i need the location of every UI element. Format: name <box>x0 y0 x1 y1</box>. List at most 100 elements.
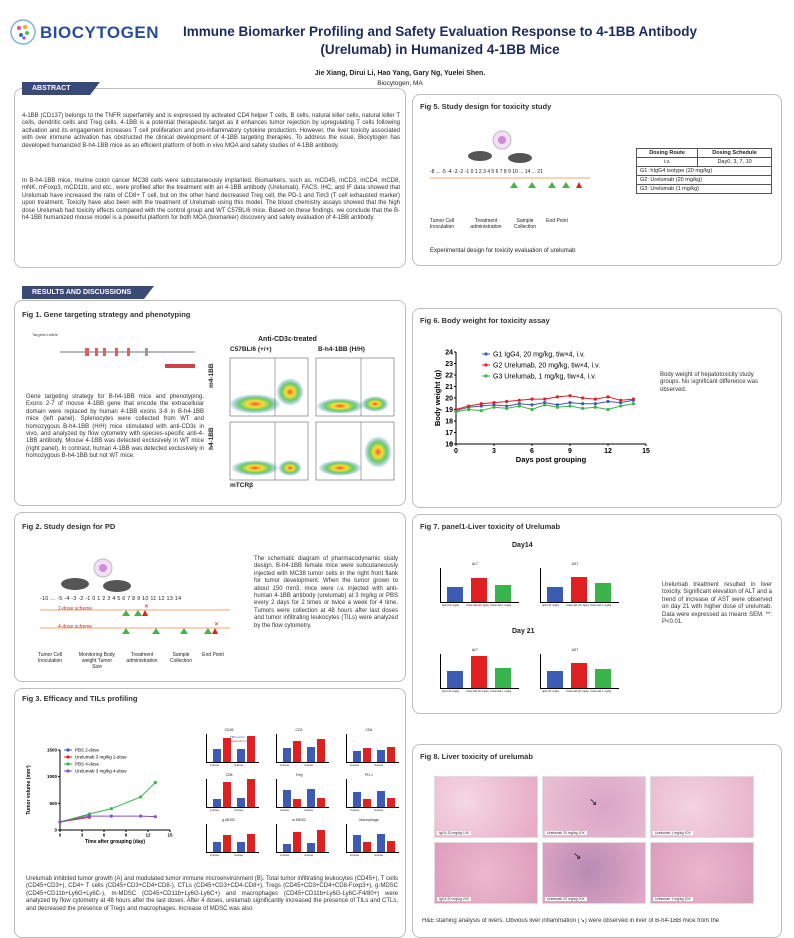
x-tick-label: 15 <box>642 448 650 455</box>
til-bar-panel: CD8 2-dose 4-dose <box>196 773 262 815</box>
abstract-para1: 4-1BB (CD137) belongs to the TNFR superf… <box>22 113 400 149</box>
liver-bar <box>447 586 463 602</box>
til-bar-title: CD45 <box>224 728 234 732</box>
x-tick-label: 12 <box>604 448 612 455</box>
data-point <box>593 405 597 409</box>
legend-marker <box>484 352 488 356</box>
til-bar-axes <box>346 824 399 853</box>
y-tick-label: 22 <box>445 372 453 379</box>
tils-bar-grid: CD45 2-dose 4-dose PBS control Urelumab 3 mg… <box>196 728 406 862</box>
data-point <box>543 397 547 401</box>
til-bar-axes <box>276 734 329 763</box>
data-point <box>479 404 483 408</box>
liver-bar-xlabel: Urelumab 1 mg/kg <box>490 690 512 693</box>
liver-bar-xlabel: Urelumab 20 mg/kg <box>566 604 589 607</box>
data-point <box>606 407 610 412</box>
x-tick-label: 3 <box>81 833 84 838</box>
til-bar <box>283 748 291 762</box>
y-tick-label: 0 <box>449 441 453 448</box>
til-bar <box>353 791 361 807</box>
tox-timeline-line <box>430 177 590 188</box>
til-bar <box>237 748 245 762</box>
liver-bar-title: ALT <box>471 648 479 652</box>
facs-row2: h4-1BB <box>208 427 215 450</box>
data-point <box>581 406 585 410</box>
data-point <box>153 780 157 785</box>
liver-bar-panel: ALT IgG4 20 mg/kg Urelumab 20 mg/kg Ureluma… <box>428 648 522 698</box>
data-point <box>492 403 496 407</box>
til-bar-xlabel: 2-dose <box>280 853 290 857</box>
til-bar-title: m-MDSC <box>291 818 307 822</box>
fig6-title: Fig 6. Body weight for toxicity assay <box>420 316 550 325</box>
fig7-text: Urelumab treatment resulted in liver tox… <box>662 582 772 626</box>
day21-label: Day 21 <box>512 628 535 635</box>
data-point <box>619 401 623 405</box>
dosing-table: Dosing Route Dosing Schedule i.v. Day0, 3,… <box>635 148 772 194</box>
data-point <box>568 394 572 398</box>
til-bar-title: PD-1 <box>365 773 373 777</box>
y-axis-label: Body weight (g) <box>433 369 442 426</box>
x-tick-label: 0 <box>454 448 458 455</box>
liver-bar-panel: ALT IgG4 20 mg/kg Urelumab 20 mg/kg Ureluma… <box>428 562 522 612</box>
data-point <box>555 405 559 409</box>
til-bar-xlabel: 4-dose <box>304 853 314 857</box>
til-bar-title: Treg <box>295 773 303 777</box>
dose-g3: G3: Urelumab (1 mg/kg) <box>636 184 772 194</box>
legend-entry: PBS 4-dose <box>75 762 100 767</box>
data-point <box>58 820 62 824</box>
til-bar-panel: PD-1 2-dose 4-dose <box>336 773 402 815</box>
data-point <box>505 399 509 404</box>
til-bar <box>293 798 301 807</box>
til-bar-xlabel: 2-dose <box>350 853 360 857</box>
pd-mice-illustration <box>61 558 131 592</box>
fig3-title: Fig 3. Efficacy and TILs profiling <box>22 694 138 703</box>
liver-bar <box>595 669 611 688</box>
liver-bar-xlabel: IgG4 20 mg/kg <box>442 690 460 693</box>
scheme-2dose: 2-dose scheme <box>58 606 93 612</box>
liver-bar <box>571 662 587 688</box>
y-tick-label: 18 <box>445 418 453 425</box>
liver-bar <box>471 655 487 688</box>
data-point <box>139 814 143 818</box>
til-bar-panel: CD3 2-dose 4-dose <box>266 728 332 770</box>
legend-marker <box>484 374 488 378</box>
liver-bar-axes <box>440 654 519 689</box>
facs-xaxis: mTCRβ <box>230 482 254 489</box>
til-bar <box>223 781 231 807</box>
til-bar <box>213 798 221 807</box>
liver-bar-title: AST <box>571 648 579 652</box>
x-tick-label: 3 <box>492 448 496 455</box>
liver-bar <box>471 578 487 602</box>
til-bar <box>387 841 395 852</box>
y-tick-label: 17 <box>445 430 453 437</box>
logo: BIOCYTOGEN <box>10 18 178 46</box>
data-point <box>109 814 113 818</box>
til-bar <box>307 747 315 762</box>
dose-schedule: Day0, 3, 7, 10 <box>697 157 772 167</box>
data-point <box>619 404 623 408</box>
til-bar <box>387 797 395 807</box>
liver-bar <box>547 671 563 688</box>
til-bar <box>363 748 371 762</box>
fig3-text: Urelumab inhibited tumor growth (A) and … <box>26 876 398 912</box>
liver-bar-xlabel: Urelumab 20 mg/kg <box>566 690 589 693</box>
pd-timeline: -10 ... -5 -4 -3 -2 -1 0 1 2 3 4 5 6 7 8… <box>40 596 182 602</box>
y-tick-label: 1000 <box>47 774 58 779</box>
liver-bar-axes <box>440 568 519 603</box>
til-bar-xlabel: 2-dose <box>210 853 220 857</box>
pd-timeline-lines: ✕✕ <box>40 604 230 634</box>
data-point <box>479 409 483 413</box>
data-point <box>492 401 496 405</box>
fig8-title: Fig 8. Liver toxicity of urelumab <box>420 752 533 761</box>
x-tick-label: 6 <box>530 448 534 455</box>
data-point <box>517 402 521 406</box>
til-bar-panel: CD45 2-dose 4-dose PBS control Urelumab 3 mg… <box>196 728 262 770</box>
histology-image: Urelumab 1 mg/kg 10X <box>650 776 754 838</box>
histology-image: Urelumab 20 mg/kg 20X ↘ <box>542 842 646 904</box>
data-point <box>517 404 521 408</box>
legend-marker <box>484 363 488 367</box>
data-point <box>109 807 113 811</box>
legend-marker <box>66 755 70 759</box>
liver-bar <box>447 671 463 688</box>
data-point <box>530 407 534 412</box>
